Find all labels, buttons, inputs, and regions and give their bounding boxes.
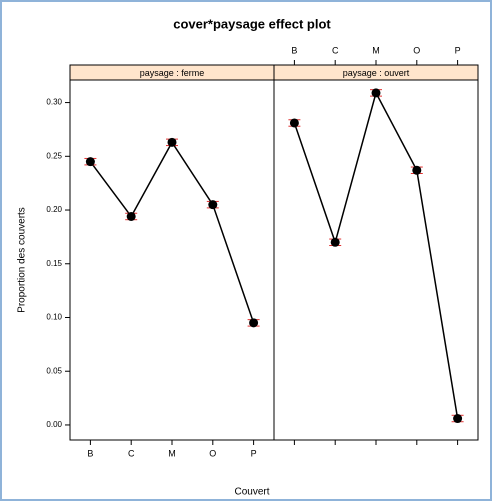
y-tick-label: 0.20 [46, 205, 62, 214]
panel [273, 79, 479, 441]
x-tick-label: M [372, 45, 380, 55]
y-tick-label: 0.30 [46, 98, 62, 107]
x-tick-label: B [87, 448, 93, 458]
line [293, 90, 459, 419]
chart-title: cover*paysage effect plot [173, 16, 331, 31]
line [89, 140, 255, 324]
point [208, 200, 218, 210]
point [126, 211, 136, 221]
x-tick-label: P [251, 448, 257, 458]
y-tick-label: 0.05 [46, 366, 62, 375]
point [85, 157, 95, 167]
point [412, 165, 422, 175]
x-tick-label: P [455, 45, 461, 55]
point [371, 88, 381, 98]
x-tick-label: M [168, 448, 176, 458]
point [453, 414, 463, 424]
y-tick-label: 0.10 [46, 313, 62, 322]
y-tick-label: 0.15 [46, 259, 62, 268]
point [167, 137, 177, 147]
x-axis-label: Couvert [234, 487, 269, 498]
point [330, 237, 340, 247]
x-tick-label: C [332, 45, 339, 55]
strip-label: paysage : ferme [140, 68, 205, 78]
point [249, 318, 259, 328]
x-tick-label: B [291, 45, 297, 55]
strip-label: paysage : ouvert [343, 68, 410, 78]
point [289, 118, 299, 128]
y-axis-label: Proportion des couverts [17, 207, 28, 313]
x-tick-label: C [128, 448, 135, 458]
y-tick-label: 0.00 [46, 420, 62, 429]
x-tick-label: O [209, 448, 216, 458]
y-tick-label: 0.25 [46, 151, 62, 160]
x-tick-label: O [413, 45, 420, 55]
panel [69, 79, 275, 441]
